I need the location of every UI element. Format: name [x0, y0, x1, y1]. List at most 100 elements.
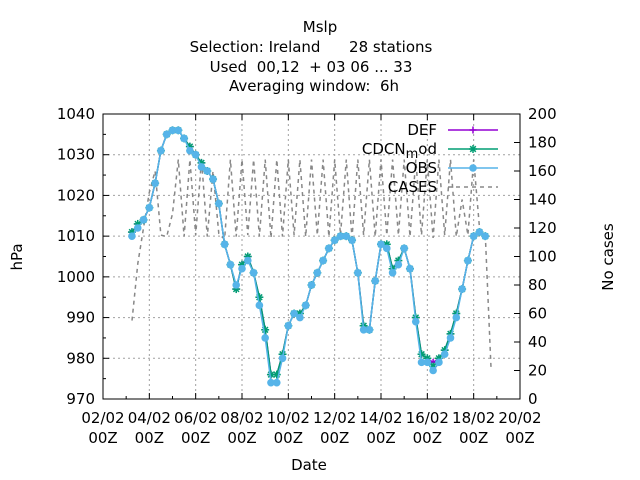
- obs-point: [290, 309, 298, 318]
- y-tick-label: 970: [66, 390, 95, 408]
- title-line-4: Averaging window: 6h: [229, 77, 399, 95]
- obs-point: [255, 301, 264, 310]
- y-tick-label: 980: [66, 349, 95, 367]
- x-tick-label: 00Z: [135, 429, 164, 447]
- y2-tick-label: 140: [528, 191, 557, 209]
- obs-point: [301, 301, 310, 310]
- obs-point: [180, 134, 188, 143]
- legend-label: CDCNmod: [362, 140, 437, 162]
- obs-point: [168, 126, 177, 135]
- obs-point: [394, 260, 403, 269]
- x-tick-label: 00Z: [274, 429, 303, 447]
- axes: 02/02 00Z 04/02 00Z 06/02 00Z 08/02 00Z 10/02 00Z…: [57, 105, 557, 447]
- obs-point: [435, 358, 443, 367]
- obs-point: [481, 232, 490, 240]
- x-tick-label: 00Z: [459, 429, 488, 447]
- obs-point: [157, 146, 165, 155]
- obs-point: [348, 236, 356, 245]
- obs-point: [458, 285, 466, 293]
- obs-point: [342, 232, 351, 240]
- y-tick-label: 990: [66, 309, 95, 327]
- obs-point: [220, 240, 229, 249]
- obs-point: [423, 358, 432, 367]
- obs-point: [469, 232, 478, 240]
- obs-point: [411, 317, 420, 326]
- y2-tick-label: 40: [528, 333, 547, 351]
- obs-point: [377, 240, 385, 249]
- y-tick-label: 1000: [57, 268, 95, 286]
- obs-point: [330, 236, 339, 245]
- obs-point: [145, 203, 154, 212]
- title-line-1: Mslp: [303, 18, 337, 36]
- y2-tick-label: 160: [528, 162, 557, 180]
- x-tick-label: 00Z: [413, 429, 442, 447]
- legend-label: CASES: [388, 178, 437, 196]
- obs-point: [174, 126, 183, 135]
- obs-point: [191, 150, 200, 159]
- y2-tick-label: 60: [528, 305, 547, 323]
- obs-point: [400, 244, 408, 253]
- x-tick-label: 00Z: [366, 429, 395, 447]
- obs-point: [296, 313, 304, 322]
- y2-axis-label: No cases: [599, 223, 617, 291]
- obs-point: [261, 334, 269, 342]
- plot-frame: [102, 113, 521, 400]
- y-tick-label: 1040: [57, 105, 95, 123]
- x-axis-label: Date: [291, 456, 327, 474]
- y-axis-label: hPa: [8, 243, 26, 270]
- x-tick-label: 04/02: [128, 409, 171, 427]
- cdcn-mod-point: [469, 145, 477, 153]
- y2-tick-label: 100: [528, 248, 557, 266]
- obs-point: [249, 268, 258, 277]
- obs-point: [319, 256, 327, 265]
- obs-point: [313, 268, 322, 277]
- x-tick-label: 06/02: [174, 409, 217, 427]
- grid: [102, 113, 521, 400]
- y2-tick-label: 20: [528, 362, 547, 380]
- obs-point: [371, 277, 380, 285]
- obs-point: [429, 366, 437, 375]
- obs-point: [203, 167, 212, 175]
- x-tick-label: 20/02: [498, 409, 541, 427]
- legend-item-cases: CASES: [388, 178, 498, 196]
- obs-point: [186, 146, 194, 155]
- legend-label: OBS: [406, 159, 437, 177]
- obs-point: [267, 378, 275, 387]
- obs-point: [307, 281, 316, 289]
- x-tick-label: 12/02: [313, 409, 356, 427]
- obs-point: [475, 228, 484, 236]
- title-line-2: Selection: Ireland 28 stations: [190, 38, 433, 56]
- cdcn-mod-point: [256, 293, 263, 301]
- y-tick-label: 1010: [57, 227, 95, 245]
- cases-line: [131, 159, 492, 368]
- legend-item-cdcn-mod: CDCNmod: [362, 140, 498, 162]
- x-tick-label: 00Z: [181, 429, 210, 447]
- obs-point: [151, 179, 159, 188]
- legend-item-def: DEF: [407, 121, 498, 139]
- obs-point: [365, 325, 374, 334]
- obs-point: [272, 378, 281, 387]
- obs-point: [226, 260, 235, 269]
- obs-point: [209, 175, 217, 183]
- y-tick-label: 1020: [57, 186, 95, 204]
- obs-point: [354, 268, 362, 277]
- obs-point: [440, 350, 449, 359]
- y2-tick-label: 200: [528, 105, 557, 123]
- obs-point: [382, 244, 391, 253]
- y-tick-label: 1030: [57, 146, 95, 164]
- x-tick-label: 00Z: [88, 429, 117, 447]
- obs-point: [139, 216, 148, 224]
- legend-item-obs: OBS: [406, 159, 498, 177]
- y2-tick-label: 180: [528, 134, 557, 152]
- obs-point: [243, 256, 252, 265]
- obs-point: [162, 130, 171, 139]
- obs-point: [284, 321, 293, 330]
- legend-label: DEF: [407, 121, 437, 139]
- x-tick-label: 14/02: [359, 409, 402, 427]
- cdcn-mod-point: [418, 350, 425, 358]
- obs-point: [215, 199, 223, 208]
- obs-point: [232, 281, 241, 289]
- obs-point: [406, 264, 414, 273]
- chart-title: Mslp Selection: Ireland 28 stations Used…: [190, 18, 433, 95]
- x-tick-label: 16/02: [406, 409, 449, 427]
